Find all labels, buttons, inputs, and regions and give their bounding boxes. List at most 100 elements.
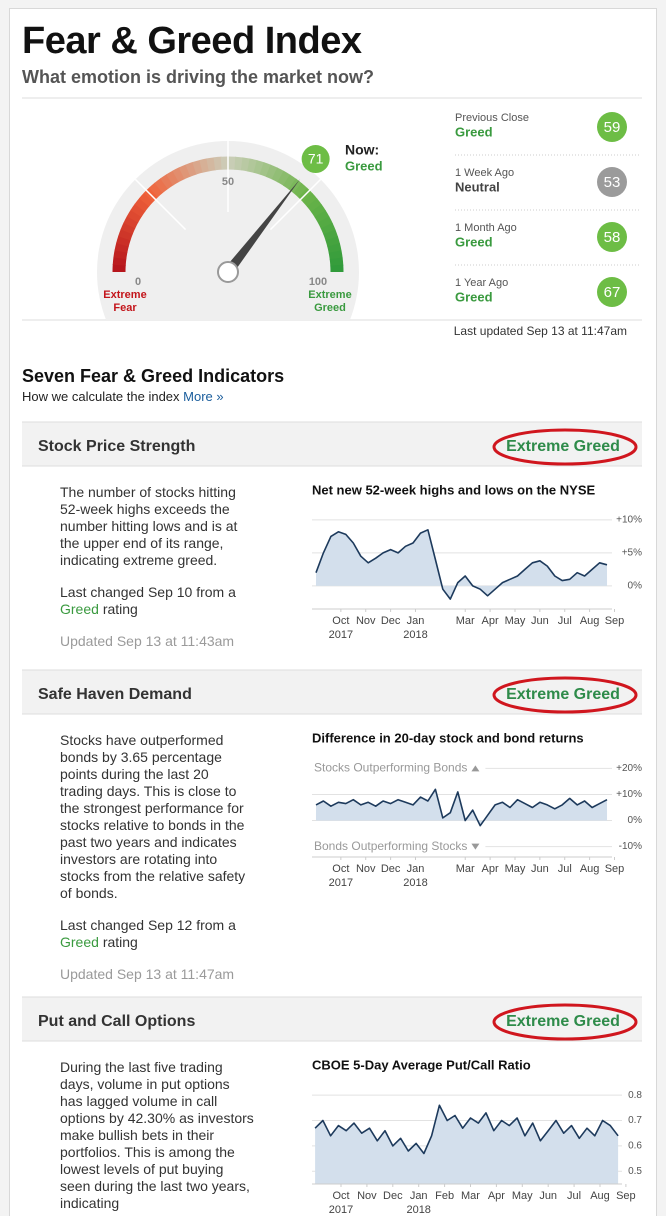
indicator-description: Stocks have outperformed bonds by 3.65 p…	[60, 732, 254, 983]
chart-title: CBOE 5-Day Average Put/Call Ratio	[312, 1057, 531, 1072]
title: Fear & Greed Index	[22, 20, 362, 62]
chart-series	[315, 788, 608, 827]
gauge-band	[139, 192, 154, 207]
y-tick-label: 0.5	[628, 1166, 642, 1177]
indicator-rating: Extreme Greed	[506, 1013, 620, 1030]
history-label: 1 Month Ago	[455, 222, 517, 234]
gauge-band	[116, 235, 131, 247]
x-tick-label: Nov	[357, 1190, 377, 1202]
gauge-band	[247, 158, 258, 173]
history-bubble	[597, 112, 627, 142]
x-tick-label: Jan	[407, 863, 425, 875]
gauge-band	[114, 242, 129, 253]
gauge-band	[160, 174, 174, 190]
x-tick-label: Dec	[381, 863, 401, 875]
gauge-band	[120, 222, 136, 235]
subtitle: What emotion is driving the market now?	[22, 67, 375, 87]
gauge-band	[206, 157, 216, 172]
chart-series	[315, 529, 608, 600]
gauge-band	[192, 159, 204, 175]
side-label-bg	[312, 839, 486, 854]
highlight-ellipse	[492, 428, 638, 466]
gauge-band	[327, 243, 342, 254]
history-value: 59	[604, 119, 621, 136]
area	[315, 529, 608, 600]
history-label: Previous Close	[455, 112, 529, 124]
x-tick-label: Jan	[410, 1190, 428, 1202]
gauge-hub	[217, 261, 239, 283]
gauge-min-label: Extreme Fear	[103, 289, 147, 314]
history-label: 1 Year Ago	[455, 277, 508, 289]
more-link[interactable]: More »	[183, 389, 224, 404]
gauge-band	[213, 156, 223, 171]
x-tick-label: Nov	[356, 615, 376, 627]
history-label: 1 Week Ago	[455, 167, 514, 179]
highlight-ellipse	[492, 1003, 638, 1041]
gauge-band	[317, 216, 333, 229]
gauge-band	[282, 174, 297, 190]
x-tick-label: Apr	[488, 1190, 505, 1202]
gauge-max-label: Extreme Greed	[308, 289, 352, 314]
x-tick-year: 2018	[403, 877, 427, 889]
x-tick-label: Jul	[567, 1190, 581, 1202]
history-value: 67	[604, 284, 621, 301]
last-changed: Last changed Sep 10 from a Greed rating	[60, 584, 254, 618]
gauge-tick-label: 100	[309, 276, 327, 288]
last-changed-suffix: rating	[102, 934, 138, 950]
x-tick-label: Feb	[435, 1190, 454, 1202]
last-changed: Last changed Sep 12 from a Greed rating	[60, 917, 254, 951]
gauge-band	[234, 156, 244, 171]
y-tick-label: 0.8	[628, 1090, 642, 1101]
line	[315, 788, 608, 827]
gauge-band	[112, 256, 127, 266]
history-value: 53	[604, 174, 621, 191]
gauge-band	[118, 228, 133, 241]
x-tick-label: Mar	[456, 615, 475, 627]
x-tick-label: Jun	[531, 615, 549, 627]
y-tick-label: 0.6	[628, 1141, 642, 1152]
gauge-value-bubble	[301, 145, 330, 174]
gauge-band	[123, 215, 139, 229]
gauge-band	[306, 198, 322, 213]
gauge-band	[325, 236, 341, 248]
now-rating: Greed	[345, 158, 383, 173]
x-tick-label: Oct	[332, 1190, 349, 1202]
history-rating: Greed	[455, 234, 493, 249]
area	[315, 1105, 619, 1184]
y-tick-label: 0.7	[628, 1115, 642, 1126]
x-tick-label: May	[505, 615, 526, 627]
gauge-band	[199, 158, 210, 173]
last-changed-suffix: rating	[102, 601, 138, 617]
gauge-separator	[134, 178, 187, 231]
side-label-arrow	[471, 765, 480, 772]
gauge-band	[113, 249, 128, 260]
gauge-tick-label: 50	[222, 176, 234, 188]
gauge-band	[148, 182, 164, 198]
x-tick-year: 2017	[329, 877, 353, 889]
gauge-band	[293, 183, 308, 198]
gauge-value: 71	[308, 151, 324, 167]
gauge-band	[323, 229, 339, 241]
chart-title: Difference in 20-day stock and bond retu…	[312, 730, 584, 745]
x-tick-year: 2017	[329, 1204, 353, 1216]
indicator-header	[22, 422, 642, 466]
x-tick-label: Jun	[539, 1190, 557, 1202]
gauge-band	[310, 204, 326, 218]
x-tick-year: 2018	[403, 629, 427, 641]
gauge-band	[130, 203, 146, 218]
gauge-band	[328, 250, 343, 260]
gauge-band	[185, 161, 197, 177]
x-tick-label: Mar	[461, 1190, 480, 1202]
indicator-rating: Extreme Greed	[506, 686, 620, 703]
y-tick-label: +5%	[622, 548, 642, 559]
history-rating: Greed	[455, 124, 493, 139]
x-tick-label: Jan	[407, 615, 425, 627]
side-label: Stocks Outperforming Bonds	[314, 761, 467, 775]
last-updated: Last updated Sep 13 at 11:47am	[454, 324, 627, 338]
history-bubble	[597, 222, 627, 252]
x-tick-year: 2018	[406, 1204, 430, 1216]
gauge-band	[320, 222, 336, 235]
x-tick-year: 2017	[329, 629, 353, 641]
